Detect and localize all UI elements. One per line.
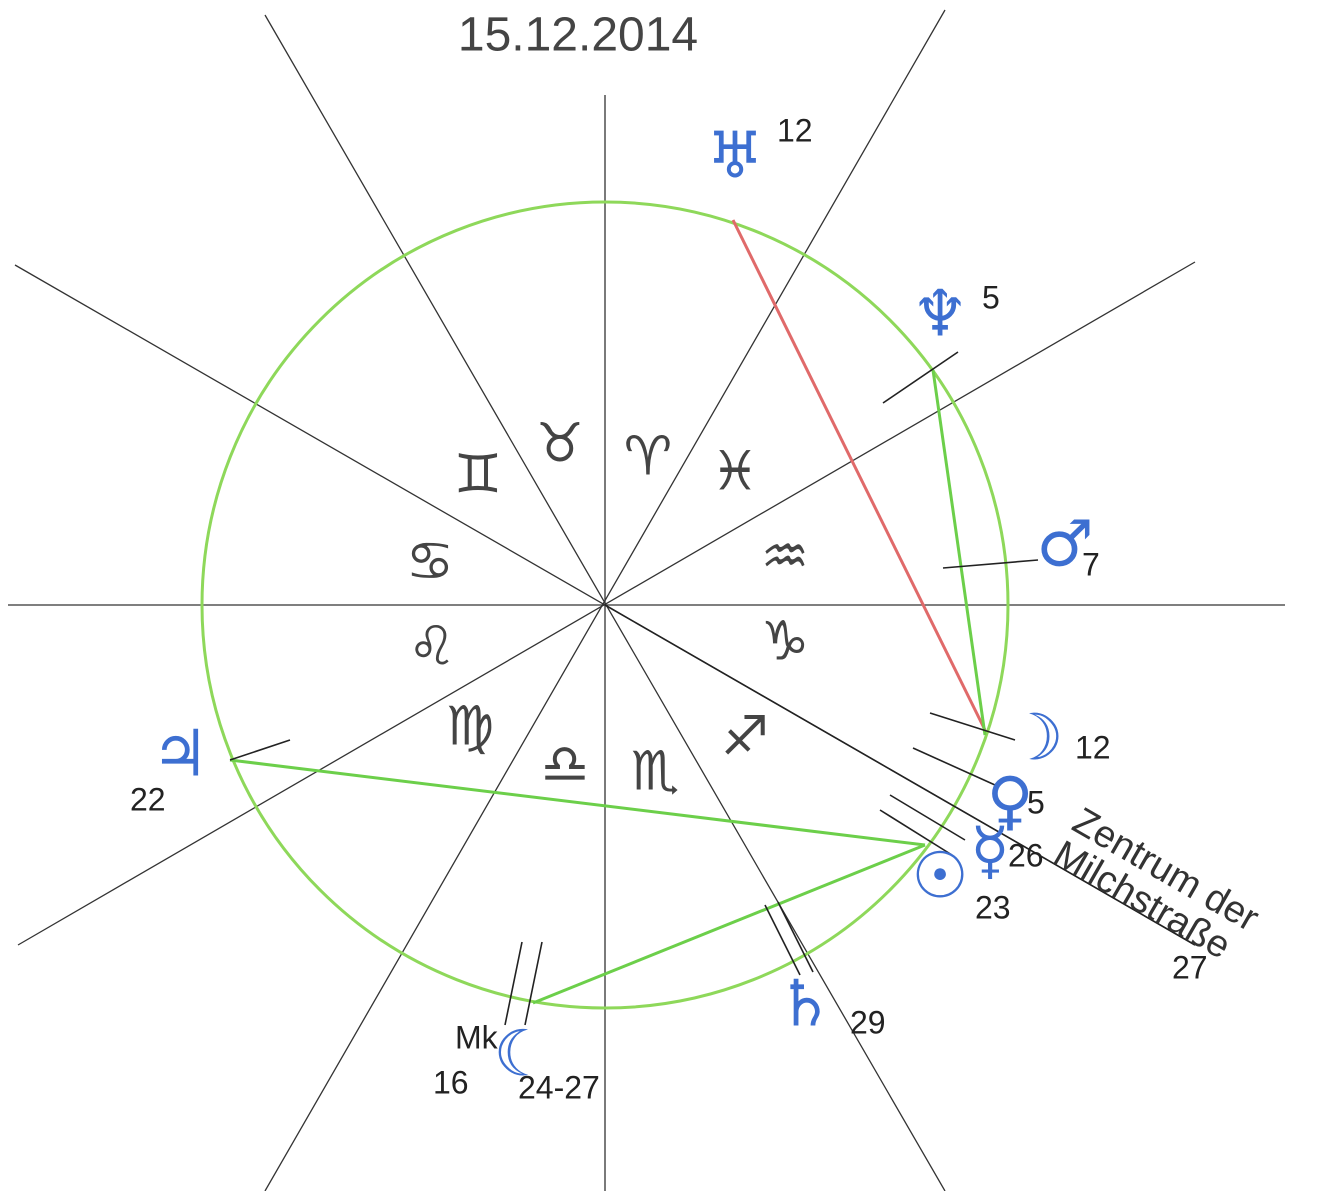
zodiac-sign: ♊ [454,443,502,506]
planet-symbol: ☽ [1006,702,1063,776]
zodiac-sign: ♑ [761,610,809,673]
planet-symbol: ♄ [776,968,833,1042]
planet-symbol: ♅ [706,120,763,194]
mk-label: Mk [455,1019,499,1055]
planet-degree: 12 [777,112,813,148]
position-ticks [229,351,1196,1026]
zodiac-sign: ♍ [446,695,494,758]
planet-symbol: ☿ [970,815,1009,889]
planet-symbol: ♆ [911,278,968,352]
zodiac-sign: ♋ [406,530,454,593]
planet-degree: 12 [1075,729,1111,765]
zodiac-sign: ♓ [711,440,759,503]
planet-degree: 29 [850,1004,886,1040]
planet-degree: 22 [130,781,166,817]
galactic-center-degree: 27 [1172,949,1208,985]
spokes [8,9,1285,1191]
planet-degree: 26 [1008,837,1044,873]
planet-degree: 5 [982,279,1000,315]
planet-symbol: ♃ [151,718,208,792]
mk-degree: 16 [433,1064,469,1100]
title: 15.12.2014 [458,9,698,62]
zodiac-circle [200,200,1010,1010]
planet-symbol: ♂ [1036,508,1093,582]
zodiac-sign: ♒ [761,525,809,588]
zodiac-sign: ♌ [408,615,456,678]
planet-symbol: ☾ [493,1018,550,1092]
zodiac-sign: ♏ [631,740,679,803]
planet-degree: 23 [975,889,1011,925]
zodiac-sign: ♈ [624,425,672,488]
zodiac-sign: ♐ [721,705,769,768]
planet-symbol: ♀ [987,765,1034,839]
aspect-lines [229,369,987,1005]
planet-symbol: ☉ [911,840,968,914]
aspect-line [731,219,987,731]
zodiac-sign: ♉ [536,412,584,475]
galactic-center-label: Zentrum der Milchstraße [1046,800,1266,967]
planet-degree: 5 [1027,784,1045,820]
planet-degree: 7 [1082,546,1100,582]
zodiac-sign: ♎ [541,733,589,796]
planet-degree: 24-27 [518,1069,600,1105]
